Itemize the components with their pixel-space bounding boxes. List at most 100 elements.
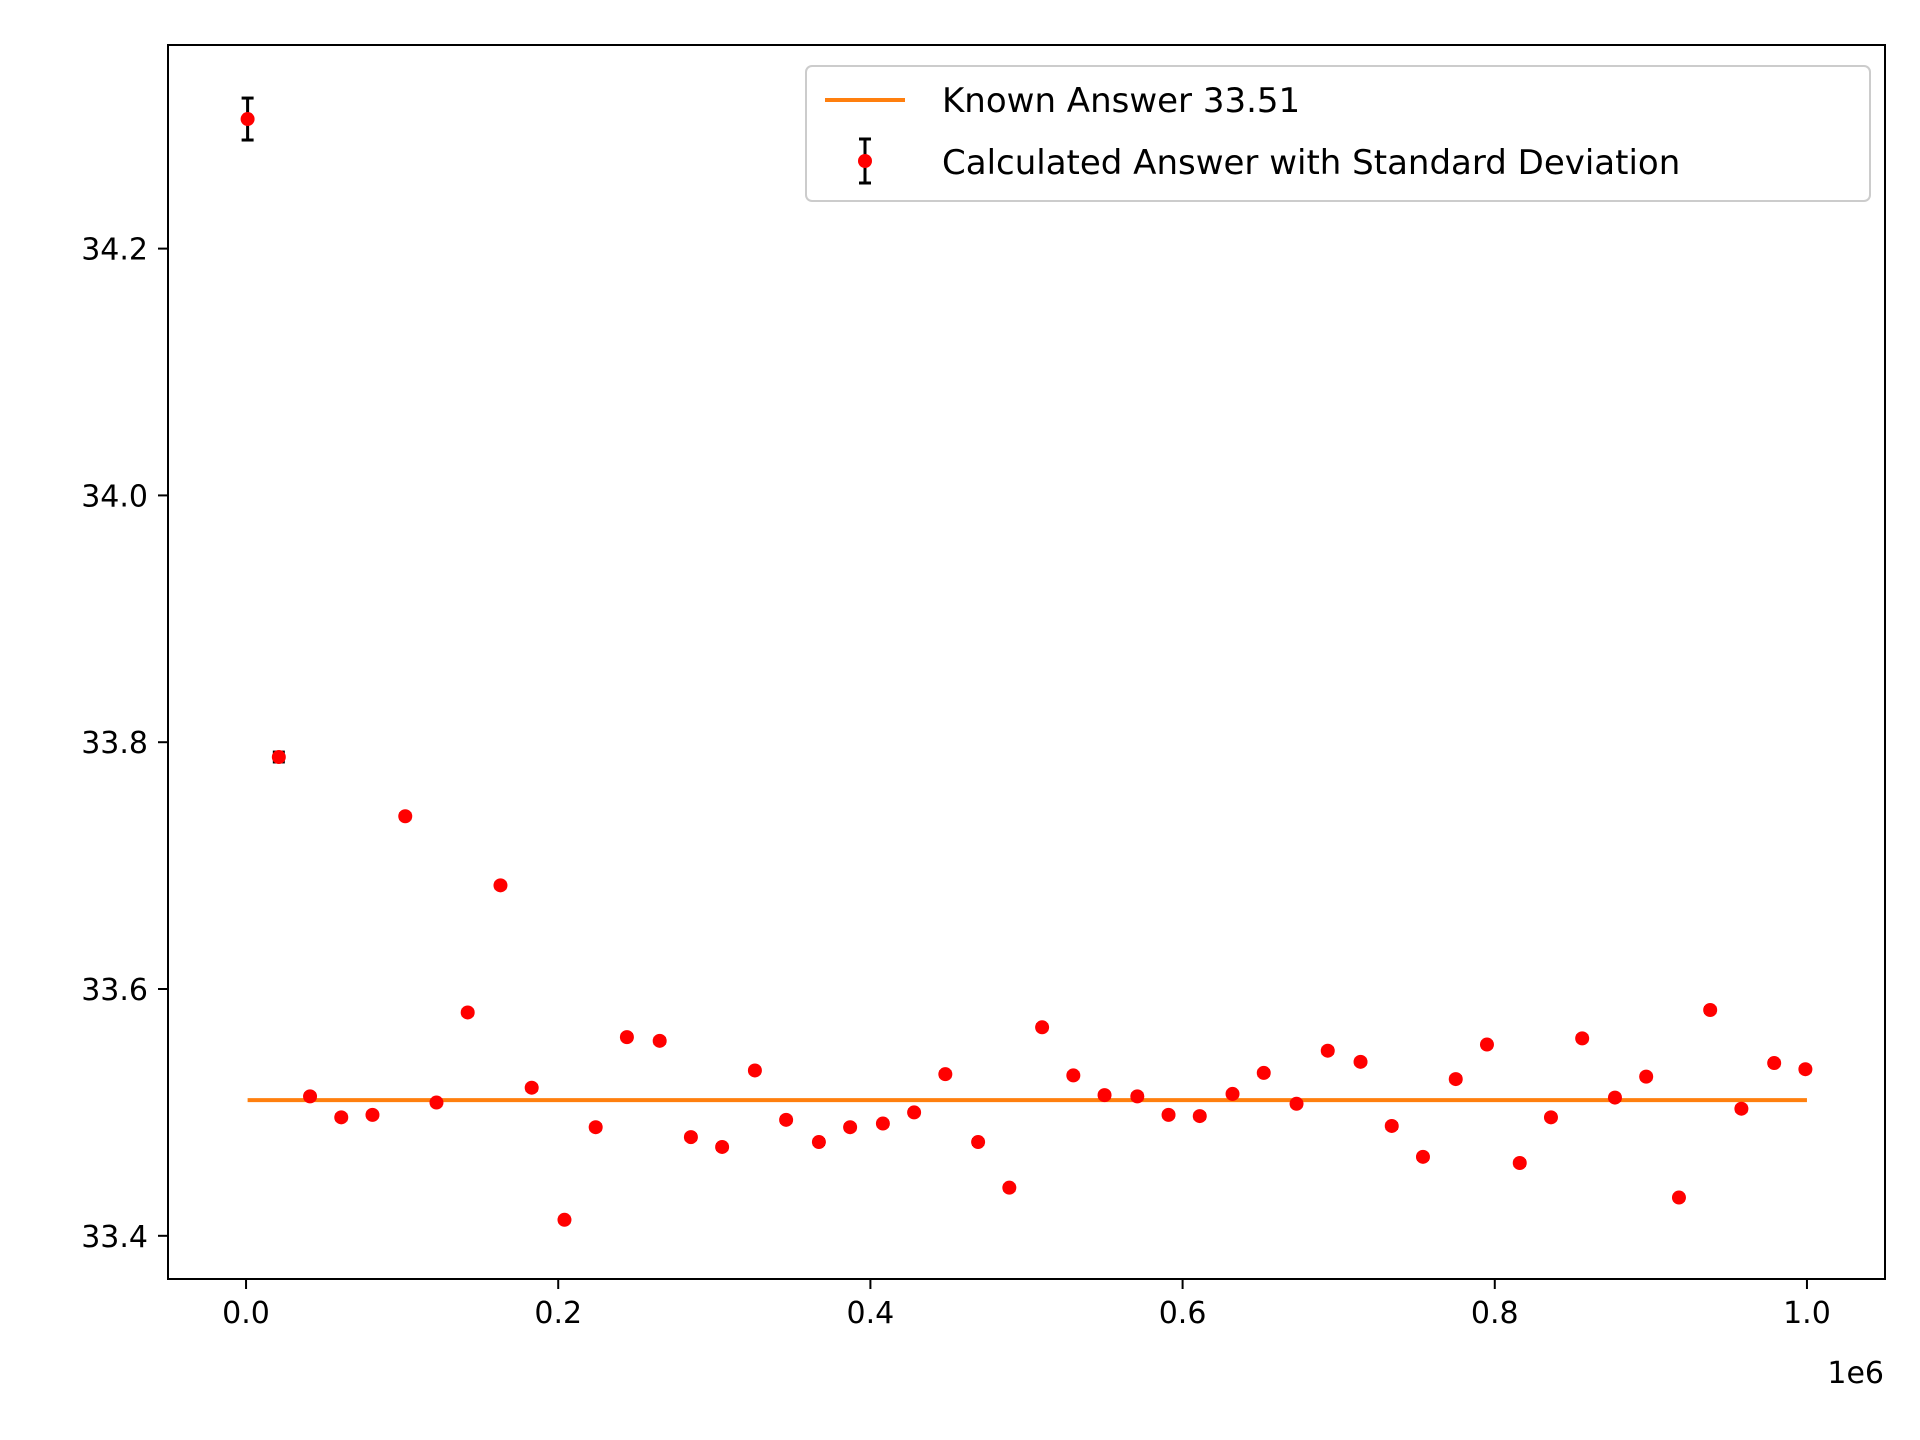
data-point-marker xyxy=(1066,1068,1081,1083)
data-point-15 xyxy=(715,1139,730,1154)
data-point-32 xyxy=(1256,1065,1271,1080)
data-point-17 xyxy=(779,1112,794,1127)
data-point-36 xyxy=(1384,1118,1399,1133)
axes-frame xyxy=(167,44,1886,1280)
legend-box xyxy=(805,65,1871,202)
data-point-33 xyxy=(1289,1096,1304,1111)
data-point-marker xyxy=(779,1112,794,1127)
data-point-marker xyxy=(1607,1090,1622,1105)
data-point-27 xyxy=(1097,1088,1112,1103)
data-point-marker xyxy=(334,1110,349,1125)
legend-known-answer-label: Known Answer 33.51 xyxy=(942,81,1300,121)
y-tick-label: 34.2 xyxy=(81,233,148,268)
data-point-26 xyxy=(1066,1068,1081,1083)
data-point-30 xyxy=(1192,1109,1207,1124)
data-point-marker xyxy=(1256,1065,1271,1080)
data-point-marker xyxy=(1415,1149,1430,1164)
data-point-18 xyxy=(811,1135,826,1150)
data-point-marker xyxy=(1671,1190,1686,1205)
data-point-35 xyxy=(1353,1054,1368,1069)
data-point-3 xyxy=(334,1110,349,1125)
data-point-marker xyxy=(1543,1110,1558,1125)
data-point-46 xyxy=(1703,1002,1718,1017)
data-point-45 xyxy=(1671,1190,1686,1205)
data-point-42 xyxy=(1575,1031,1590,1046)
x-tick-label: 0.4 xyxy=(847,1296,895,1331)
data-point-marker xyxy=(429,1095,444,1110)
data-point-marker xyxy=(971,1135,986,1150)
y-tick-label: 33.8 xyxy=(81,726,148,761)
data-point-marker xyxy=(907,1105,922,1120)
data-point-29 xyxy=(1161,1107,1176,1122)
data-point-28 xyxy=(1130,1089,1145,1104)
x-offset-label: 1e6 xyxy=(1827,1356,1884,1391)
axis-ticks: 0.0 0.2 0.4 0.6 0.8 1.0 33.4 33.6 33.8 34.0 34.2 xyxy=(81,233,1831,1331)
y-tick-label: 33.4 xyxy=(81,1220,148,1255)
data-point-44 xyxy=(1639,1069,1654,1084)
x-tick-label: 0.0 xyxy=(222,1296,270,1331)
data-point-marker xyxy=(683,1130,698,1145)
x-tick-label: 1.0 xyxy=(1783,1296,1831,1331)
x-tick-label: 0.6 xyxy=(1159,1296,1207,1331)
data-point-marker xyxy=(460,1005,475,1020)
legend: Known Answer 33.51 Calculated Answer wit… xyxy=(805,65,1871,202)
data-point-marker xyxy=(1703,1002,1718,1017)
data-point-marker xyxy=(271,750,286,765)
data-point-7 xyxy=(460,1005,475,1020)
data-point-marker xyxy=(652,1033,667,1048)
plot-area xyxy=(240,96,1813,1227)
data-point-1 xyxy=(271,750,286,765)
data-point-37 xyxy=(1415,1149,1430,1164)
data-point-marker xyxy=(1575,1031,1590,1046)
data-point-11 xyxy=(588,1120,603,1135)
data-point-marker xyxy=(1512,1156,1527,1171)
data-point-marker xyxy=(493,878,508,893)
data-point-marker xyxy=(1353,1054,1368,1069)
data-point-marker xyxy=(1448,1072,1463,1087)
data-point-43 xyxy=(1607,1090,1622,1105)
data-point-marker xyxy=(1192,1109,1207,1124)
data-point-40 xyxy=(1512,1156,1527,1171)
data-point-4 xyxy=(365,1107,380,1122)
data-point-21 xyxy=(907,1105,922,1120)
y-tick-label: 33.6 xyxy=(81,973,148,1008)
data-point-16 xyxy=(747,1063,762,1078)
data-point-0 xyxy=(240,96,255,142)
data-point-marker xyxy=(365,1107,380,1122)
data-point-marker xyxy=(1320,1043,1335,1058)
data-point-marker xyxy=(557,1212,572,1227)
y-tick-label: 34.0 xyxy=(81,479,148,514)
data-point-marker xyxy=(588,1120,603,1135)
data-point-marker xyxy=(1225,1086,1240,1101)
data-point-31 xyxy=(1225,1086,1240,1101)
data-point-25 xyxy=(1035,1020,1050,1035)
data-point-14 xyxy=(683,1130,698,1145)
legend-calculated-swatch xyxy=(858,137,872,185)
data-point-marker xyxy=(1384,1118,1399,1133)
data-point-10 xyxy=(557,1212,572,1227)
data-point-marker xyxy=(619,1030,634,1045)
data-point-marker xyxy=(1798,1062,1813,1077)
data-point-6 xyxy=(429,1095,444,1110)
data-point-47 xyxy=(1734,1101,1749,1116)
data-point-13 xyxy=(652,1033,667,1048)
data-point-marker xyxy=(1289,1096,1304,1111)
data-point-48 xyxy=(1767,1056,1782,1071)
data-point-marker xyxy=(811,1135,826,1150)
data-point-marker xyxy=(938,1067,953,1082)
x-tick-label: 0.8 xyxy=(1471,1296,1519,1331)
data-point-39 xyxy=(1479,1037,1494,1052)
data-point-marker xyxy=(1097,1088,1112,1103)
data-point-marker xyxy=(875,1116,890,1131)
data-point-9 xyxy=(524,1080,539,1095)
data-point-38 xyxy=(1448,1072,1463,1087)
data-point-marker xyxy=(715,1139,730,1154)
data-point-20 xyxy=(875,1116,890,1131)
data-point-marker xyxy=(303,1089,318,1104)
data-point-24 xyxy=(1002,1180,1017,1195)
data-point-marker xyxy=(1479,1037,1494,1052)
data-point-marker xyxy=(1161,1107,1176,1122)
data-point-49 xyxy=(1798,1062,1813,1077)
